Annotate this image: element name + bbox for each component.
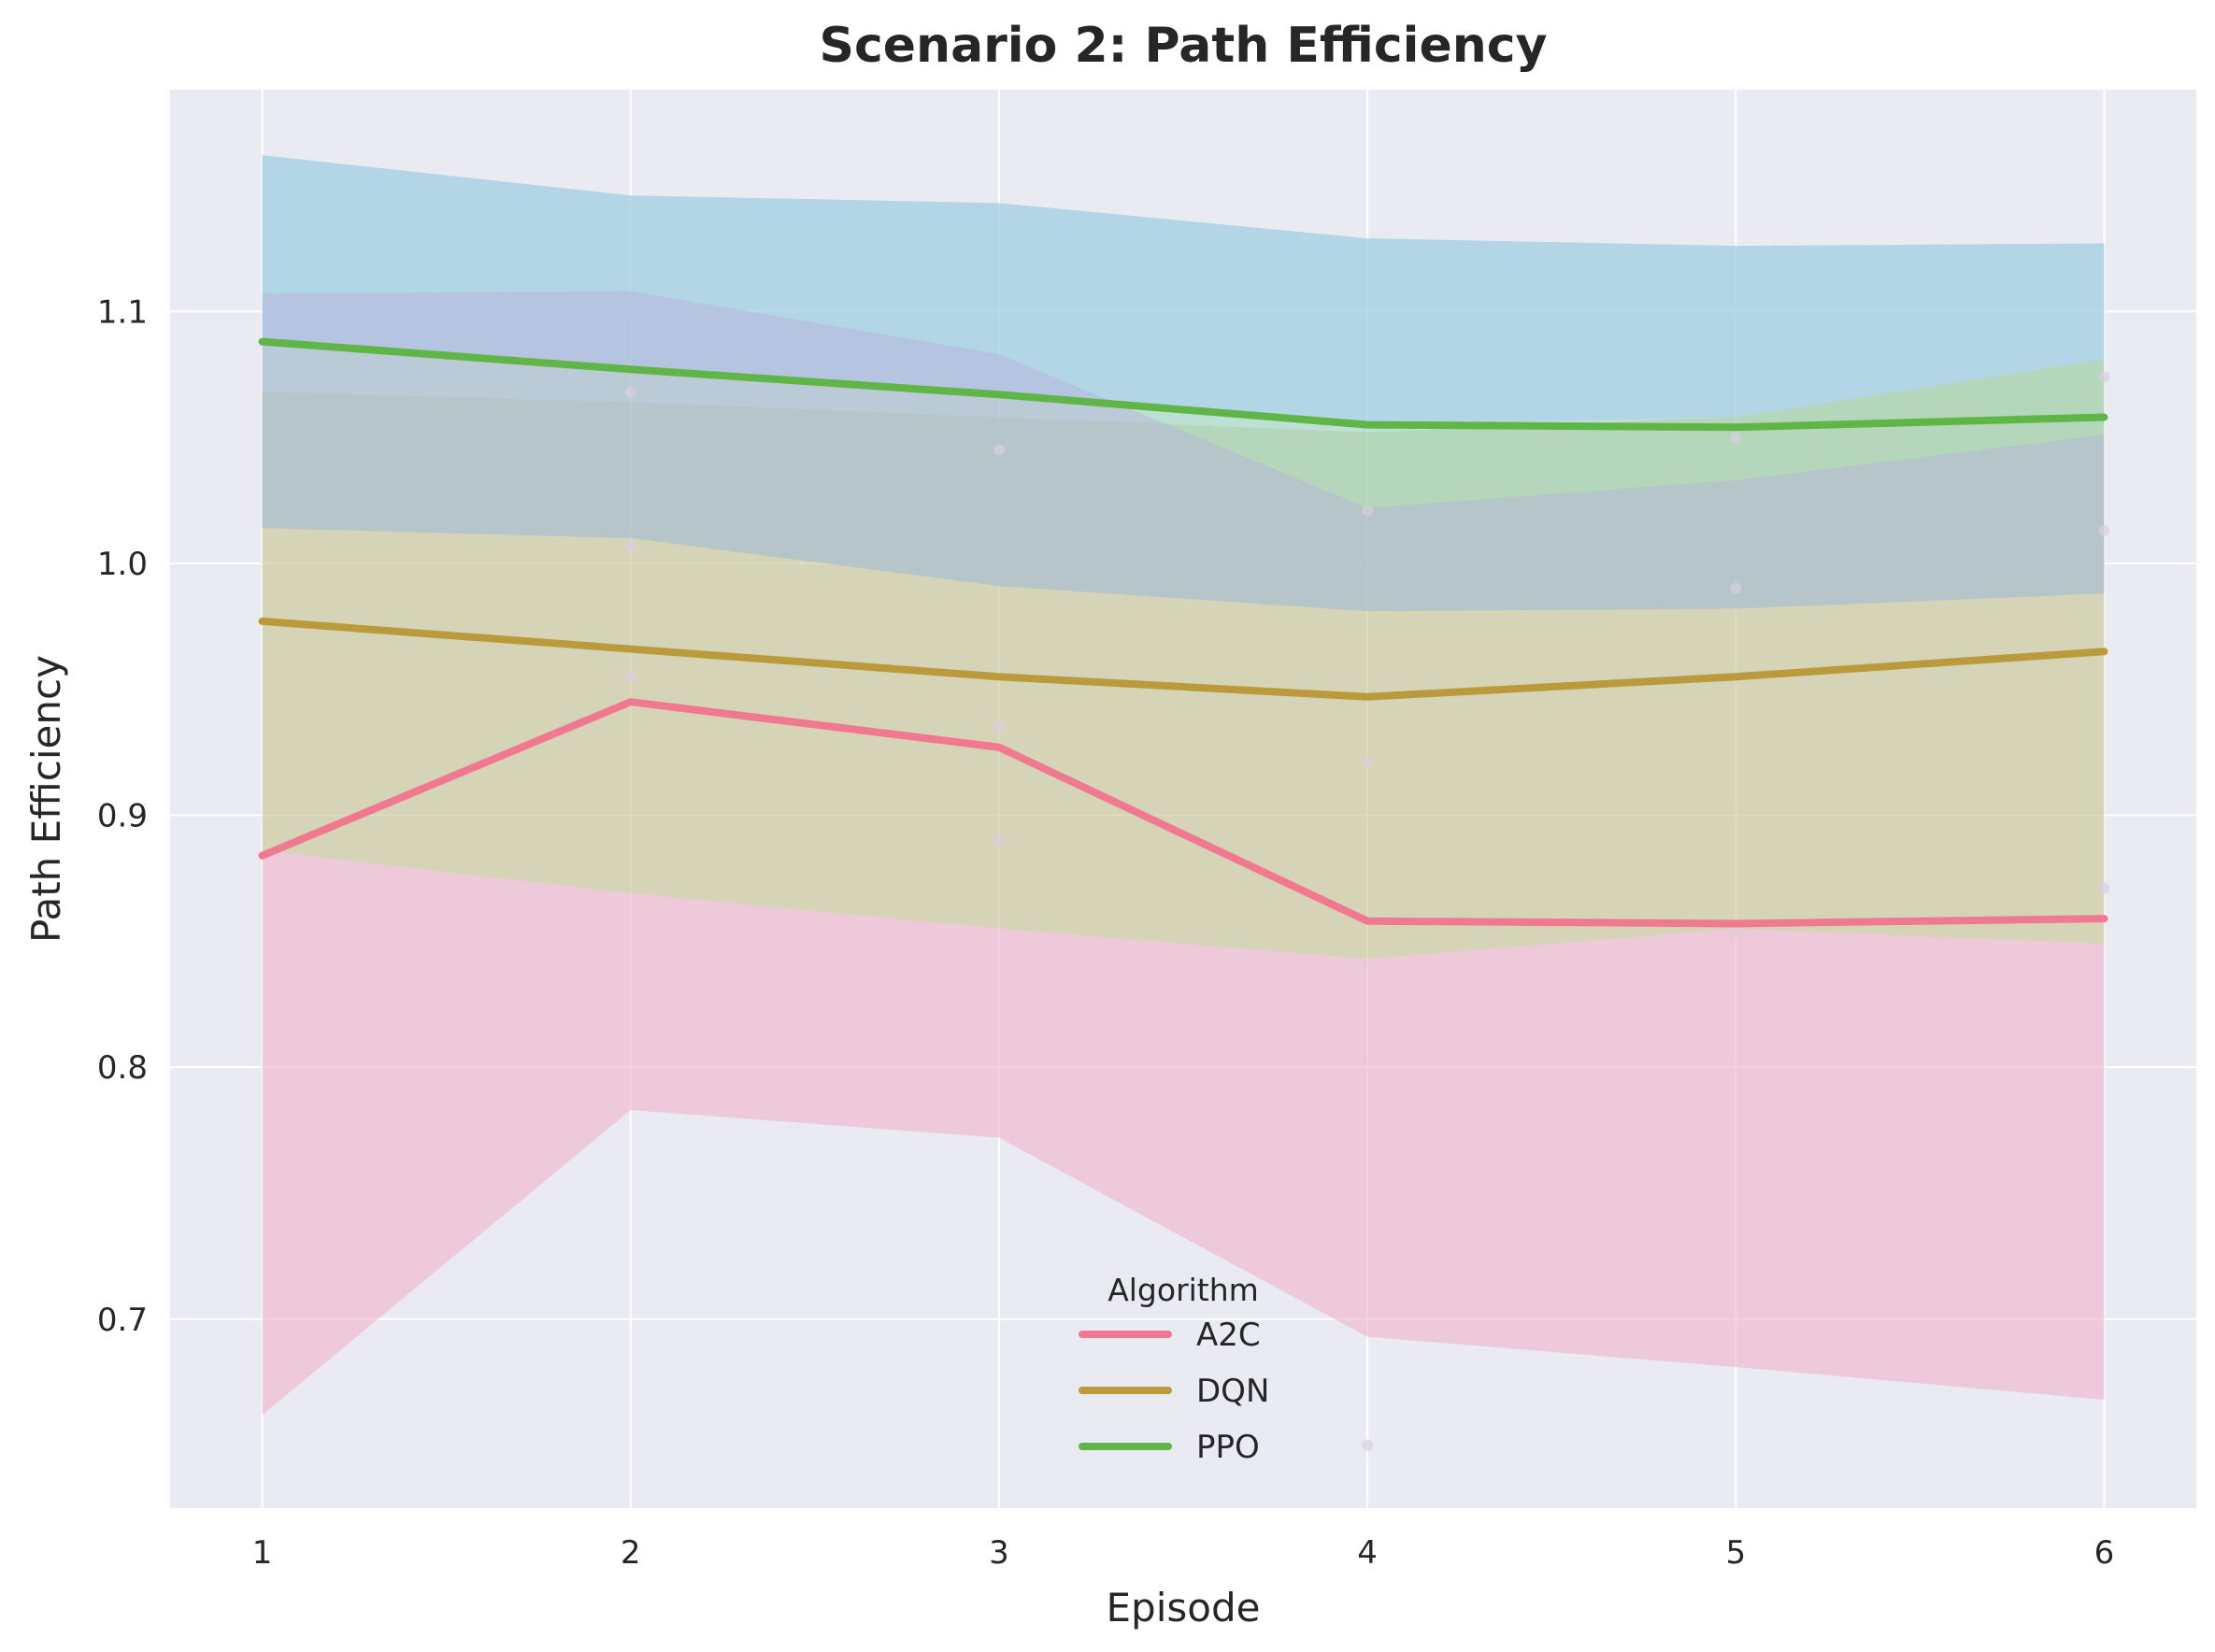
legend-label-ppo: PPO [1196,1429,1260,1466]
sample-points [624,371,2110,1451]
band-ppo-upper [262,155,2105,425]
legend-items: A2C DQN PPO [1079,1317,1269,1466]
data-point [1362,1439,1374,1451]
data-point [1362,505,1374,517]
data-point [1362,756,1374,768]
x-axis-label: Episode [1107,1585,1261,1631]
x-tick-label: 1 [252,1534,273,1572]
data-point [2098,882,2110,894]
data-point [1730,582,1742,594]
data-point [624,386,636,398]
data-point [1730,432,1742,444]
data-point [624,671,636,683]
line-dqn [258,617,2108,701]
y-axis-label: Path Efficiency [23,655,69,943]
line-a2c [258,698,2108,928]
data-point [2098,371,2110,383]
y-tick-labels: 0.7 0.8 0.9 1.0 1.1 [97,293,148,1339]
data-point [993,721,1005,733]
y-tick-label: 1.1 [97,293,148,331]
x-tick-labels: 1 2 3 4 5 6 [252,1534,2115,1572]
data-point [993,444,1005,456]
x-tick-label: 4 [1357,1534,1378,1572]
data-point [624,540,636,552]
confidence-bands [262,155,2105,1416]
series-lines [258,337,2108,928]
legend-label-a2c: A2C [1196,1317,1261,1354]
data-point [1730,925,1742,937]
x-tick-label: 2 [621,1534,641,1572]
band-a2c [262,850,2105,1416]
x-tick-label: 3 [989,1534,1009,1572]
chart-title: Scenario 2: Path Efficiency [820,18,1548,74]
legend-label-dqn: DQN [1196,1373,1269,1410]
y-tick-label: 0.8 [97,1049,148,1087]
band-overlap [262,291,2105,612]
y-tick-label: 1.0 [97,546,148,583]
x-tick-label: 5 [1725,1534,1746,1572]
legend: Algorithm A2C DQN PPO [1079,1272,1269,1466]
data-point [2098,524,2110,536]
legend-title: Algorithm [1108,1272,1259,1308]
y-tick-label: 0.7 [97,1302,148,1339]
x-tick-label: 6 [2094,1534,2115,1572]
line-ppo [258,337,2108,432]
data-point [993,834,1005,847]
y-tick-label: 0.9 [97,798,148,835]
